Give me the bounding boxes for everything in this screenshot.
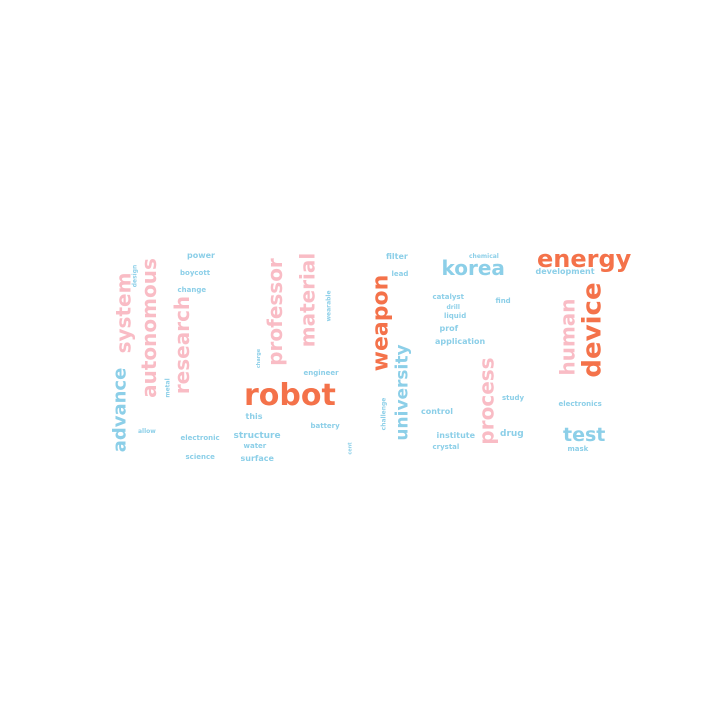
word-professor: professor [262, 258, 287, 366]
word-challenge: challenge [379, 397, 387, 431]
word-water: water [243, 441, 267, 450]
word-control: control [421, 407, 453, 416]
word-power: power [187, 251, 215, 260]
word-autonomous: autonomous [136, 258, 161, 398]
word-liquid: liquid [444, 311, 467, 320]
word-research: research [170, 295, 195, 395]
word-weapon: weapon [367, 274, 393, 372]
word-catalyst: catalyst [432, 292, 464, 301]
word-drill: drill [446, 304, 460, 311]
word-chemical: chemical [469, 253, 499, 260]
word-this: this [245, 412, 263, 421]
word-metal: metal [164, 378, 172, 398]
word-system: system [110, 272, 135, 354]
word-wearable: wearable [325, 290, 333, 322]
word-process: process [474, 357, 499, 445]
word-boycott: boycott [180, 268, 211, 277]
word-filter: filter [386, 252, 408, 261]
word-application: application [435, 337, 486, 346]
word-allow: allow [138, 428, 156, 435]
word-charge: charge [255, 348, 262, 368]
word-mask: mask [567, 444, 589, 453]
word-prof: prof [439, 324, 459, 333]
word-development: development [535, 267, 595, 276]
word-university: university [392, 343, 413, 441]
word-battery: battery [310, 421, 340, 430]
word-science: science [185, 452, 215, 461]
word-cent: cent [347, 441, 354, 455]
word-robot: robot [244, 378, 336, 413]
word-lead: lead [391, 269, 409, 278]
word-material: material [294, 252, 319, 348]
word-find: find [495, 296, 511, 305]
word-device: device [577, 282, 608, 378]
word-change: change [177, 285, 207, 294]
word-study: study [502, 393, 525, 402]
word-structure: structure [233, 430, 281, 441]
word-korea: korea [441, 256, 505, 280]
word-electronic: electronic [180, 433, 220, 442]
word-human: human [555, 298, 580, 376]
word-engineer: engineer [303, 368, 339, 377]
word-electronics: electronics [558, 399, 602, 408]
word-design: design [130, 264, 138, 288]
word-surface: surface [240, 454, 274, 463]
word-drug: drug [500, 428, 524, 439]
word-energy: energy [537, 245, 632, 273]
word-crystal: crystal [432, 442, 460, 451]
word-test: test [563, 423, 606, 446]
word-institute: institute [436, 431, 476, 440]
word-advance: advance [108, 367, 130, 453]
